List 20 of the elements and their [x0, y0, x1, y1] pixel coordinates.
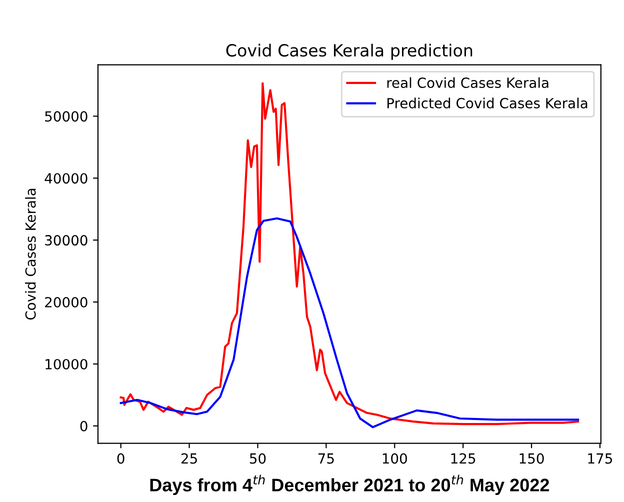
x-tick-label: 125 — [451, 453, 476, 464]
y-tick-label: 10000 — [46, 358, 88, 370]
legend-label: Predicted Covid Cases Kerala — [387, 98, 588, 108]
y-tick-label: 20000 — [45, 296, 88, 308]
x-tick-label: 25 — [181, 453, 197, 464]
line-series — [120, 217, 580, 428]
x-tick-label: 0 — [117, 453, 124, 464]
x-tick-label: 175 — [588, 453, 612, 464]
y-axis-title: Covid Cases Kerala — [25, 188, 36, 320]
y-tick-label: 40000 — [44, 173, 88, 184]
legend-label: real Covid Cases Kerala — [387, 77, 548, 88]
chart-title: Covid Cases Kerala prediction — [226, 44, 472, 60]
x-tick-label: 150 — [520, 453, 544, 464]
x-tick-label: 100 — [382, 453, 407, 464]
y-tick-label: 50000 — [45, 111, 88, 122]
x-axis-title: Days from 4$^{th}$ December 2021 to 20$^{th}$ May 2022 — [150, 474, 550, 496]
x-tick-label: 50 — [250, 453, 266, 464]
y-tick-label: 30000 — [45, 235, 88, 246]
y-tick-label: 0 — [80, 420, 88, 432]
x-tick-label: 75 — [318, 453, 334, 464]
